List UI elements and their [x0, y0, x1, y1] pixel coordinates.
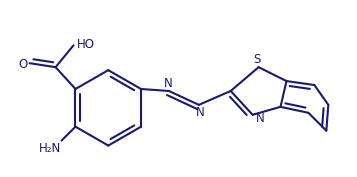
Text: H₂N: H₂N — [39, 142, 61, 155]
Text: N: N — [164, 76, 172, 90]
Text: S: S — [253, 53, 260, 66]
Text: N: N — [256, 112, 265, 125]
Text: O: O — [18, 58, 27, 71]
Text: N: N — [195, 106, 204, 119]
Text: HO: HO — [76, 38, 95, 51]
